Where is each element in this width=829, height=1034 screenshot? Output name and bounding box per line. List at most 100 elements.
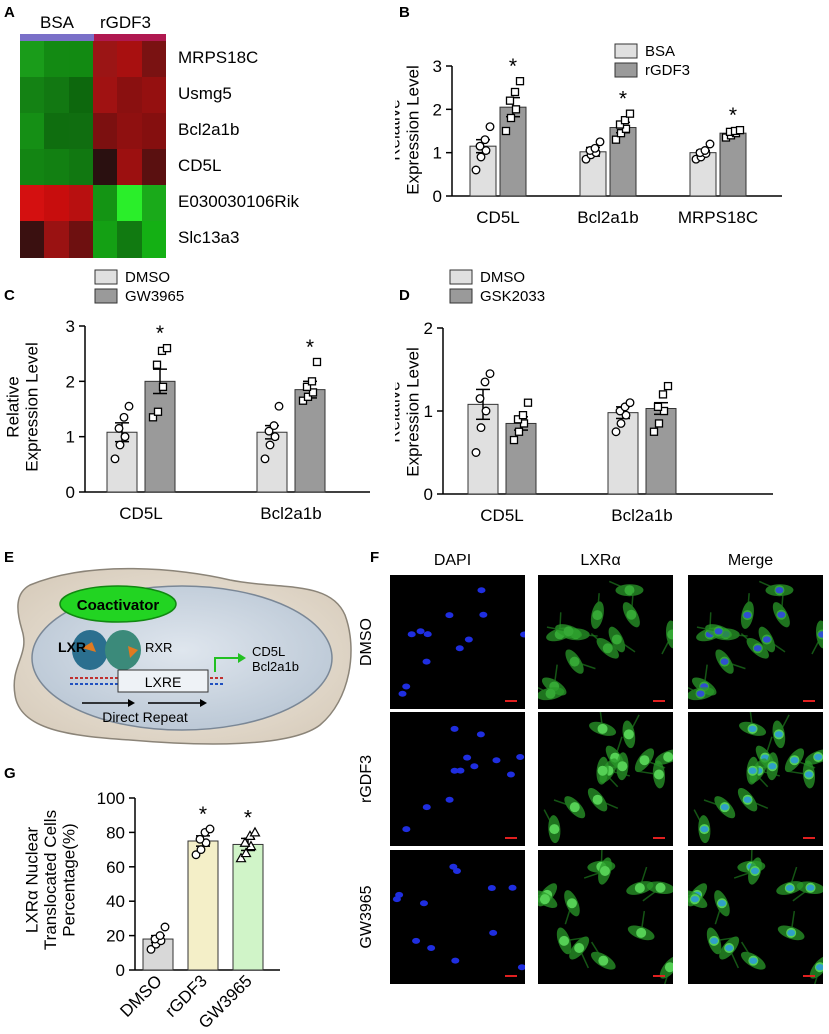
nucleus-blue	[407, 631, 416, 638]
data-point	[264, 426, 274, 436]
data-point	[611, 135, 621, 144]
heatmap-cell	[117, 149, 143, 186]
legend-label: rGDF3	[645, 62, 690, 79]
nucleus-merge	[777, 611, 786, 618]
nucleus-merge	[790, 757, 799, 764]
y-tick-label: 2	[66, 372, 75, 391]
data-point	[195, 834, 205, 844]
nucleus-merge	[814, 753, 823, 761]
cell-nucleus-green	[634, 883, 645, 894]
cell-nucleus-green	[566, 898, 577, 909]
x-tick-label: CD5L	[119, 504, 162, 523]
y-axis-label-line: Expression Level	[22, 342, 41, 471]
nucleus-merge	[717, 900, 726, 907]
heatmap-cell	[68, 221, 94, 258]
rxr-label: RXR	[145, 640, 172, 655]
data-point	[485, 369, 495, 379]
panel-label-e: E	[4, 549, 15, 566]
data-point	[191, 850, 201, 860]
cell-nucleus-green	[539, 894, 550, 905]
nucleus-merge	[725, 944, 734, 952]
nucleus-merge	[750, 867, 759, 875]
nucleus-merge	[749, 957, 758, 964]
ligand-right	[128, 646, 138, 658]
data-point	[654, 419, 664, 428]
data-point	[515, 77, 525, 86]
heatmap-gene-label: E030030106Rik	[178, 192, 299, 211]
legend-label: BSA	[645, 43, 675, 60]
data-point	[620, 116, 630, 125]
data-point	[595, 137, 605, 147]
micrograph-svg	[538, 580, 673, 702]
data-point	[506, 113, 516, 123]
y-tick-label: 2	[433, 100, 442, 119]
nucleus-blue	[517, 964, 525, 971]
bar	[719, 132, 747, 197]
data-point	[235, 852, 247, 863]
heatmap-panel: BSA rGDF3 MRPS18C Usmg5 Bcl2a1b CD5L E030030…	[0, 0, 400, 260]
micrograph-svg	[688, 580, 823, 702]
ligand-left	[82, 642, 96, 652]
cell-nucleus-green	[667, 629, 673, 640]
cell-nucleus-green	[599, 866, 610, 877]
y-tick-label: 3	[66, 317, 75, 336]
y-axis-label-line: Relative	[395, 99, 404, 160]
legend-swatch	[94, 288, 118, 304]
data-point	[476, 152, 486, 162]
data-point	[265, 440, 275, 450]
data-point	[649, 427, 659, 436]
heatmap-cell	[93, 149, 118, 186]
data-point	[653, 402, 663, 412]
data-point	[658, 390, 668, 399]
nucleus-blue	[392, 896, 401, 903]
heatmap-cell	[141, 149, 167, 186]
data-point	[481, 406, 491, 416]
column-title-dapi: DAPI	[433, 552, 472, 569]
heatmap-gene-labels: MRPS18C Usmg5 Bcl2a1b CD5L E030030106Rik Slc1…	[178, 41, 378, 257]
significance-marker: *	[306, 336, 314, 359]
data-point	[621, 124, 631, 133]
nucleus-blue	[398, 690, 407, 697]
y-axis-label-line: Translocated Cells	[41, 810, 60, 950]
heatmap-cell	[20, 77, 45, 114]
data-point	[480, 377, 490, 387]
panel-label-c: C	[4, 287, 15, 304]
heatmap-cell	[44, 221, 70, 258]
data-point	[475, 141, 485, 151]
cell-nucleus-green	[602, 643, 613, 654]
nucleus-merge	[690, 895, 699, 903]
data-point	[307, 377, 317, 386]
heatmap-cell	[68, 185, 94, 222]
heatmap-cell	[44, 113, 70, 150]
cell-nucleus-green	[574, 942, 585, 953]
nucleus-merge	[768, 763, 777, 770]
data-point	[110, 454, 120, 464]
micrograph-image	[688, 712, 823, 846]
micrograph-svg	[693, 712, 823, 844]
micrograph-image	[538, 850, 673, 984]
heatmap-cell	[44, 77, 70, 114]
significance-marker: *	[509, 55, 517, 78]
data-point	[705, 139, 715, 149]
micrograph-image	[390, 712, 525, 846]
y-tick-label: 2	[424, 319, 433, 338]
y-tick-label: 1	[424, 402, 433, 421]
data-point	[120, 432, 130, 442]
data-point	[239, 836, 251, 847]
nucleus-merge	[720, 658, 729, 665]
x-tick-label: CD5L	[480, 506, 523, 525]
bar	[187, 840, 219, 971]
heatmap-group-bar-rgdf3	[94, 34, 166, 41]
data-point	[155, 931, 165, 941]
y-tick-label: 1	[433, 144, 442, 163]
nucleus-merge	[743, 611, 752, 619]
nucleus-blue	[402, 826, 411, 833]
data-point	[119, 412, 129, 422]
cell-nucleus-green	[636, 927, 647, 938]
bar	[505, 422, 537, 495]
y-axis-label-line: Percentage(%)	[60, 823, 79, 936]
y-tick-label: 60	[106, 858, 125, 877]
cell-nucleus-green	[655, 882, 666, 893]
heatmap-gene-label: Slc13a3	[178, 228, 240, 247]
data-point	[481, 146, 491, 155]
